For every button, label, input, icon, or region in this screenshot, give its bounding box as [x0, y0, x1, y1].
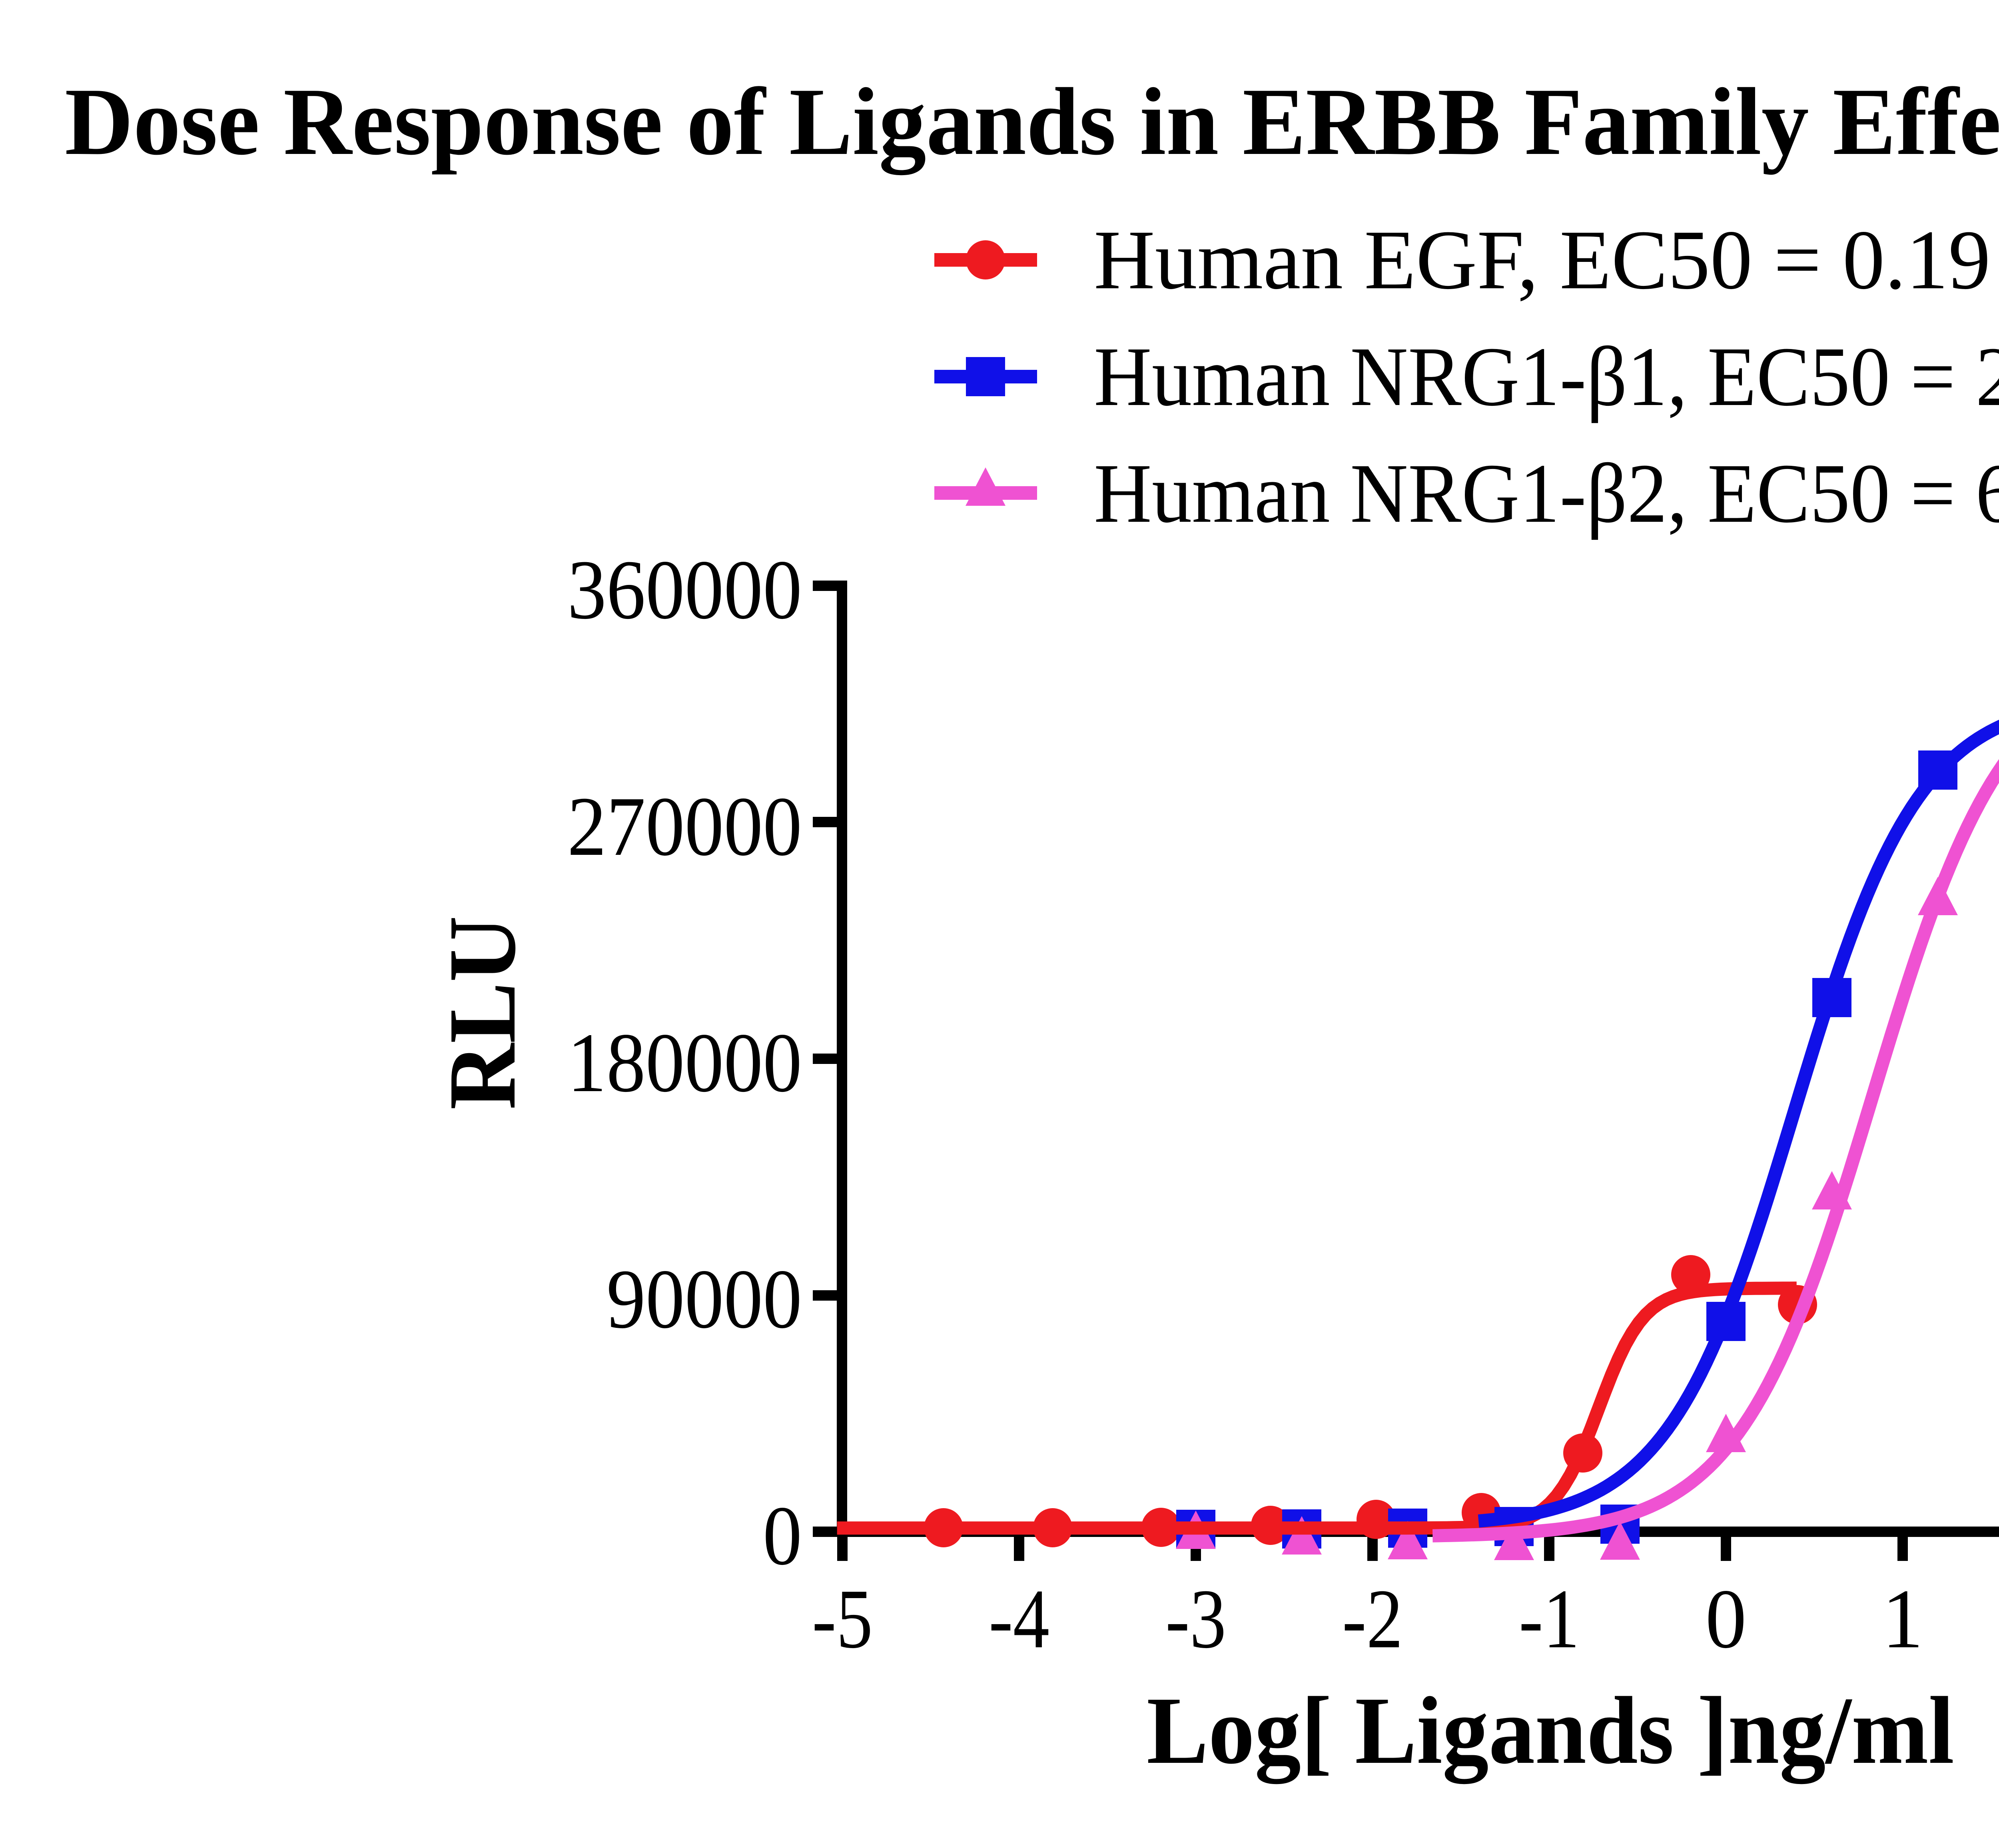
svg-text:Human NRG1-β2, EC50 = 6.08 ng/: Human NRG1-β2, EC50 = 6.08 ng/ml [1094, 446, 1999, 540]
svg-text:-5: -5 [812, 1572, 873, 1666]
svg-text:0: 0 [763, 1489, 802, 1583]
svg-text:180000: 180000 [567, 1016, 802, 1110]
svg-text:Human NRG1-β1, EC50 = 2.44 ng/: Human NRG1-β1, EC50 = 2.44 ng/ml [1094, 329, 1999, 423]
svg-text:0: 0 [1706, 1572, 1747, 1666]
svg-text:-4: -4 [989, 1572, 1049, 1666]
svg-text:Log[ Ligands ]ng/ml: Log[ Ligands ]ng/ml [1147, 1677, 1954, 1784]
svg-text:-2: -2 [1342, 1572, 1403, 1666]
svg-text:Dose Response of Ligands in ER: Dose Response of Ligands in ERBB Family … [65, 68, 1999, 175]
svg-text:Human EGF, EC50 = 0.19 ng/ml: Human EGF, EC50 = 0.19 ng/ml [1094, 213, 1999, 307]
svg-text:270000: 270000 [567, 779, 802, 873]
svg-text:360000: 360000 [567, 543, 802, 637]
svg-text:1: 1 [1882, 1572, 1923, 1666]
svg-text:RLU: RLU [429, 916, 536, 1110]
svg-text:-3: -3 [1165, 1572, 1226, 1666]
svg-text:90000: 90000 [606, 1252, 802, 1346]
svg-text:-1: -1 [1519, 1572, 1580, 1666]
